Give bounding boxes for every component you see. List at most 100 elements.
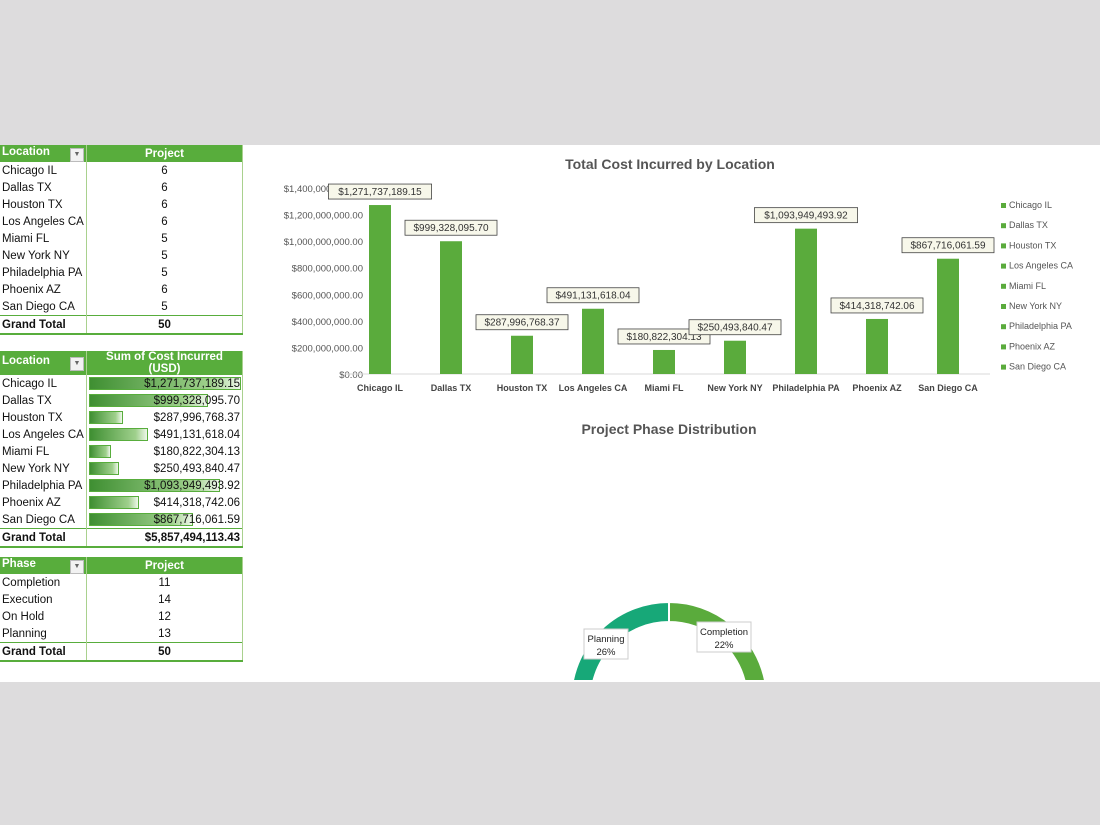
- row-label[interactable]: Chicago IL: [0, 375, 87, 392]
- row-label[interactable]: Los Angeles CA: [0, 426, 87, 443]
- value-cell[interactable]: $491,131,618.04: [86, 426, 243, 443]
- bar: [369, 205, 391, 374]
- bar-chart[interactable]: Total Cost Incurred by Location $0.00 $200…: [245, 145, 1095, 405]
- value-cell[interactable]: 13: [86, 625, 243, 643]
- row-label[interactable]: San Diego CA: [0, 511, 87, 529]
- legend-swatch: [1001, 243, 1006, 249]
- row-label[interactable]: Miami FL: [0, 443, 87, 460]
- value-cell[interactable]: 6: [86, 179, 243, 196]
- pivot-table-phase-projects: Phase ▼ Project Completion 11 Execution 14 On H…: [0, 557, 243, 662]
- value-cell[interactable]: 14: [86, 591, 243, 608]
- column-header[interactable]: Location ▼: [0, 351, 87, 375]
- value-cell[interactable]: 11: [86, 574, 243, 591]
- bar: [653, 349, 675, 374]
- row-label[interactable]: Miami FL: [0, 230, 87, 247]
- row-label[interactable]: Dallas TX: [0, 392, 87, 409]
- column-header[interactable]: Phase ▼: [0, 557, 87, 574]
- legend-entry: Houston TX: [1009, 240, 1056, 250]
- y-tick-label: $1,000,000,000.00: [284, 237, 363, 248]
- legend-entry: Chicago IL: [1009, 200, 1052, 210]
- filter-dropdown-icon[interactable]: ▼: [70, 559, 84, 574]
- value-cell[interactable]: 6: [86, 196, 243, 213]
- bar: [937, 258, 959, 374]
- row-label[interactable]: Philadelphia PA: [0, 264, 87, 281]
- header-row: Location ▼ Sum of Cost Incurred (USD): [0, 351, 243, 375]
- row-label[interactable]: Planning: [0, 625, 87, 643]
- value-cell[interactable]: $999,328,095.70: [86, 392, 243, 409]
- data-bar: [89, 496, 139, 509]
- bar: [724, 340, 746, 374]
- value-cell[interactable]: 6: [86, 213, 243, 230]
- value-cell[interactable]: 6: [86, 281, 243, 298]
- data-label-box: [475, 314, 569, 331]
- bar: [440, 241, 462, 374]
- data-label-box: [328, 183, 432, 200]
- legend-entry: New York NY: [1009, 301, 1062, 311]
- x-tick-label: Dallas TX: [431, 383, 472, 393]
- table-row: Houston TX 6: [0, 196, 243, 213]
- data-label: $491,131,618.04: [555, 291, 631, 302]
- table-row: Dallas TX 6: [0, 179, 243, 196]
- data-label-box: [688, 319, 782, 336]
- column-header: Sum of Cost Incurred (USD): [86, 351, 243, 375]
- row-label[interactable]: Phoenix AZ: [0, 494, 87, 511]
- value-text: $1,093,949,493.92: [144, 479, 240, 492]
- x-tick-label: Phoenix AZ: [852, 383, 902, 393]
- grand-total-row: Grand Total $5,857,494,113.43: [0, 528, 243, 548]
- data-bar: [89, 462, 119, 475]
- row-label[interactable]: Execution: [0, 591, 87, 608]
- pivot-table-location-projects: Location ▼ Project Chicago IL 6 Dallas TX 6 Hou…: [0, 145, 243, 335]
- data-label-box: [830, 297, 924, 314]
- filter-dropdown-icon[interactable]: ▼: [70, 357, 84, 371]
- data-label: $287,996,768.37: [484, 318, 560, 329]
- value-cell[interactable]: 6: [86, 162, 243, 179]
- row-label[interactable]: Los Angeles CA: [0, 213, 87, 230]
- filter-dropdown-icon[interactable]: ▼: [70, 147, 84, 162]
- legend-entry: Los Angeles CA: [1009, 261, 1073, 271]
- column-header: Project: [86, 145, 243, 162]
- row-label[interactable]: San Diego CA: [0, 298, 87, 316]
- spreadsheet: Location ▼ Project Chicago IL 6 Dallas TX 6 Hou…: [0, 145, 1100, 682]
- y-tick-label: $0.00: [339, 370, 363, 381]
- table-row: Chicago IL $1,271,737,189.15: [0, 375, 243, 392]
- row-label[interactable]: On Hold: [0, 608, 87, 625]
- value-cell[interactable]: 5: [86, 298, 243, 316]
- value-cell[interactable]: $867,716,061.59: [86, 511, 243, 529]
- donut-chart[interactable]: Project Phase DistributionCompletion22%E…: [245, 410, 1095, 680]
- value-cell[interactable]: 5: [86, 264, 243, 281]
- value-cell[interactable]: $180,822,304.13: [86, 443, 243, 460]
- row-label[interactable]: New York NY: [0, 460, 87, 477]
- total-label: Grand Total: [0, 315, 87, 335]
- row-label[interactable]: Completion: [0, 574, 87, 591]
- legend-swatch: [1001, 283, 1006, 289]
- row-label[interactable]: New York NY: [0, 247, 87, 264]
- bar: [582, 308, 604, 374]
- data-bar: [89, 513, 193, 526]
- legend-swatch: [1001, 344, 1006, 350]
- table-row: Miami FL 5: [0, 230, 243, 247]
- value-cell[interactable]: $414,318,742.06: [86, 494, 243, 511]
- value-text: $180,822,304.13: [153, 445, 240, 458]
- table-row: Los Angeles CA $491,131,618.04: [0, 426, 243, 443]
- value-cell[interactable]: $287,996,768.37: [86, 409, 243, 426]
- value-cell[interactable]: $250,493,840.47: [86, 460, 243, 477]
- value-cell[interactable]: $1,093,949,493.92: [86, 477, 243, 494]
- row-label[interactable]: Houston TX: [0, 409, 87, 426]
- data-label: $867,716,061.59: [910, 241, 986, 252]
- row-label[interactable]: Phoenix AZ: [0, 281, 87, 298]
- column-header[interactable]: Location ▼: [0, 145, 87, 162]
- row-label[interactable]: Dallas TX: [0, 179, 87, 196]
- row-label[interactable]: Houston TX: [0, 196, 87, 213]
- value-cell[interactable]: 12: [86, 608, 243, 625]
- table-row: On Hold 12: [0, 608, 243, 625]
- row-label[interactable]: Chicago IL: [0, 162, 87, 179]
- data-label-box: [617, 328, 711, 345]
- value-cell[interactable]: 5: [86, 247, 243, 264]
- value-cell[interactable]: $1,271,737,189.15: [86, 375, 243, 392]
- legend-entry: San Diego CA: [1009, 362, 1066, 372]
- legend-swatch: [1001, 364, 1006, 370]
- value-cell[interactable]: 5: [86, 230, 243, 247]
- chart-title: Project Phase Distribution: [581, 421, 756, 437]
- data-bar: [89, 377, 241, 390]
- row-label[interactable]: Philadelphia PA: [0, 477, 87, 494]
